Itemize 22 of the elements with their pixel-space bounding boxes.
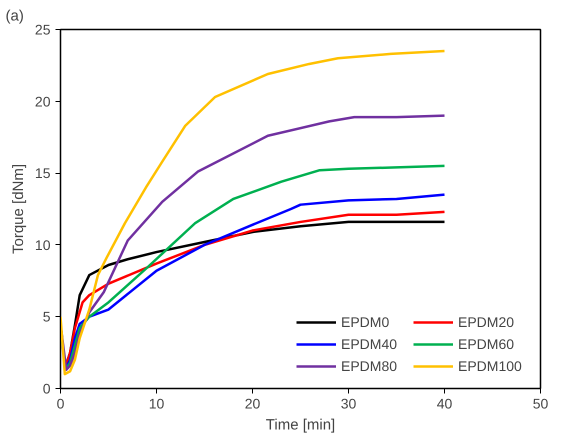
legend-label: EPDM20	[458, 314, 516, 330]
y-tick-label: 0	[42, 380, 51, 396]
line-series	[60, 50, 446, 376]
legend-label: EPDM60	[458, 336, 516, 352]
legend-label: EPDM100	[458, 358, 523, 374]
y-tick-label: 20	[34, 93, 51, 110]
x-tick-label: 30	[340, 396, 356, 412]
y-tick-label: 15	[34, 165, 51, 182]
x-tick-label: 0	[56, 396, 65, 412]
x-tick-label: 40	[436, 396, 452, 412]
legend-label: EPDM0	[341, 314, 390, 330]
x-tick-label: 10	[148, 396, 164, 412]
text: (a)	[6, 8, 24, 24]
x-tick-label: 20	[244, 396, 260, 412]
y-tick-label: 10	[34, 236, 51, 253]
y-tick-label: 5	[42, 308, 51, 325]
legend-label: EPDM80	[341, 358, 398, 374]
y-axis-title: Torque [dNm]	[10, 164, 27, 254]
y-tick-label: 25	[34, 22, 51, 38]
x-axis-title: Time [min]	[266, 416, 336, 434]
legend-label: EPDM40	[341, 336, 398, 352]
x-tick-label: 50	[532, 396, 548, 412]
